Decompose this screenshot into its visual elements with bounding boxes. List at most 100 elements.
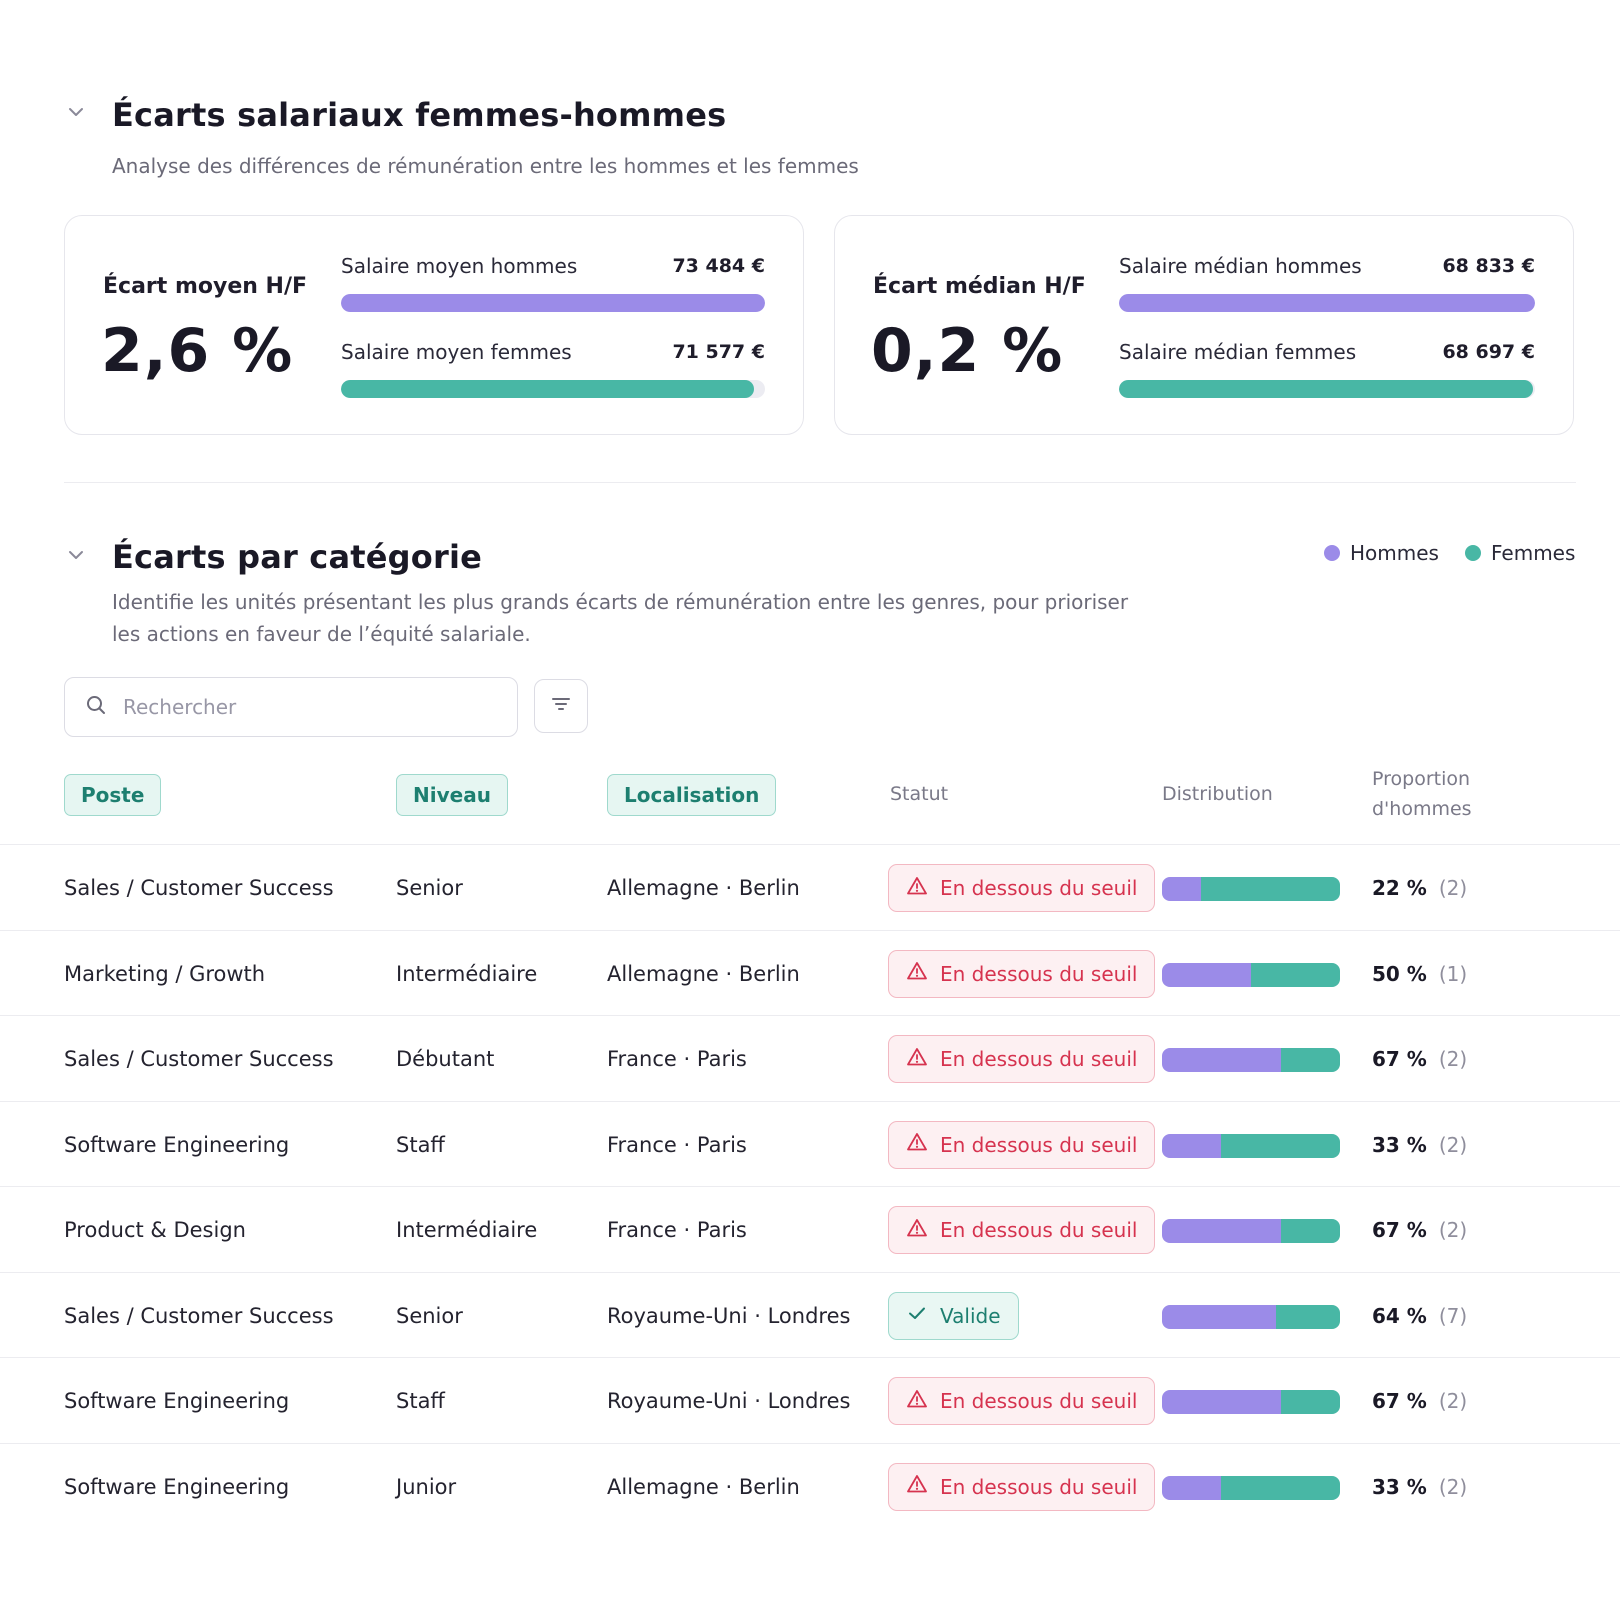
men-salary-value: 73 484 €	[672, 255, 765, 277]
column-header-proportion-line2: d'hommes	[1372, 798, 1472, 820]
distribution-bar	[1162, 962, 1340, 987]
table-row[interactable]: Software Engineering Staff Royaume-Uni ·…	[0, 1357, 1620, 1443]
proportion-cell: 67 % (2)	[1372, 1016, 1467, 1102]
niveau-text: Intermédiaire	[396, 961, 538, 986]
men-salary-label: Salaire médian hommes	[1119, 254, 1362, 278]
search-box[interactable]	[64, 677, 518, 737]
poste-text: Sales / Customer Success	[64, 876, 334, 900]
distribution-women-segment	[1251, 962, 1340, 987]
status-badge: Valide	[888, 1291, 1019, 1340]
table-row[interactable]: Sales / Customer Success Senior Allemagn…	[0, 844, 1620, 930]
niveau-cell: Junior	[396, 1444, 456, 1530]
proportion-cell: 50 % (1)	[1372, 931, 1467, 1017]
men-salary-bar	[1119, 294, 1535, 312]
collapse-section-chevron-icon[interactable]	[64, 543, 88, 567]
status-badge: En dessous du seuil	[888, 1206, 1156, 1254]
table-row[interactable]: Software Engineering Junior Allemagne · …	[0, 1442, 1620, 1530]
section-subtitle-line1: Identifie les unités présentant les plus…	[112, 590, 1129, 614]
proportion-cell: 22 % (2)	[1372, 845, 1467, 931]
poste-text: Sales / Customer Success	[64, 1303, 334, 1328]
men-salary-bar	[341, 294, 765, 312]
localisation-text: Royaume-Uni · Londres	[607, 1303, 851, 1328]
kpi-value: 2,6 %	[101, 316, 294, 386]
column-header-niveau[interactable]: Niveau	[396, 774, 508, 816]
warning-triangle-icon	[906, 1131, 928, 1158]
proportion-value: 67 %	[1372, 1047, 1427, 1071]
column-header-proportion: Proportion	[1372, 768, 1471, 790]
proportion-value: 67 %	[1372, 1389, 1427, 1413]
localisation-cell: Allemagne · Berlin	[607, 845, 800, 931]
column-header-localisation[interactable]: Localisation	[607, 774, 777, 816]
kpi-value: 0,2 %	[871, 316, 1064, 386]
proportion-count: (2)	[1438, 1047, 1468, 1071]
localisation-cell: France · Paris	[607, 1187, 747, 1273]
proportion-count: (2)	[1438, 1132, 1468, 1157]
distribution-bar	[1162, 1048, 1340, 1072]
poste-text: Product & Design	[64, 1218, 246, 1242]
proportion-count: (2)	[1438, 876, 1468, 900]
distribution-men-segment	[1162, 1133, 1221, 1158]
table-row[interactable]: Software Engineering Staff France · Pari…	[0, 1100, 1620, 1188]
localisation-cell: Allemagne · Berlin	[607, 931, 800, 1017]
localisation-text: Allemagne · Berlin	[607, 961, 800, 986]
check-icon	[906, 1302, 928, 1329]
niveau-text: Staff	[396, 1389, 445, 1413]
poste-text: Sales / Customer Success	[64, 1047, 334, 1071]
women-salary-bar-fill	[341, 380, 754, 398]
poste-text: Software Engineering	[64, 1474, 290, 1499]
search-input[interactable]	[123, 695, 483, 719]
table-row[interactable]: Sales / Customer Success Senior Royaume-…	[0, 1271, 1620, 1359]
distribution-women-segment	[1220, 1475, 1340, 1500]
distribution-men-segment	[1162, 877, 1202, 901]
niveau-text: Junior	[396, 1474, 457, 1499]
poste-cell: Marketing / Growth	[64, 931, 265, 1017]
table-row[interactable]: Sales / Customer Success Débutant France…	[0, 1015, 1620, 1101]
status-text: En dessous du seuil	[940, 1218, 1138, 1242]
distribution-women-segment	[1275, 1304, 1340, 1329]
women-salary-bar-fill	[1119, 380, 1533, 398]
status-text: En dessous du seuil	[940, 1389, 1138, 1413]
men-salary-bar-fill	[1119, 294, 1535, 312]
niveau-cell: Débutant	[396, 1016, 494, 1102]
localisation-cell: France · Paris	[607, 1016, 747, 1102]
legend-men: Hommes	[1324, 541, 1439, 565]
distribution-bar	[1162, 1475, 1340, 1500]
table-row[interactable]: Marketing / Growth Intermédiaire Allemag…	[0, 929, 1620, 1017]
proportion-count: (1)	[1438, 961, 1468, 986]
legend-women-label: Femmes	[1491, 541, 1576, 565]
status-badge: En dessous du seuil	[888, 864, 1156, 912]
warning-triangle-icon	[906, 960, 928, 987]
women-salary-bar	[1119, 380, 1535, 398]
warning-triangle-icon	[906, 875, 928, 902]
table-row[interactable]: Product & Design Intermédiaire France · …	[0, 1186, 1620, 1272]
status-text: En dessous du seuil	[940, 1474, 1138, 1499]
kpi-label: Écart médian H/F	[873, 274, 1086, 299]
collapse-section-chevron-icon[interactable]	[64, 100, 88, 124]
distribution-women-segment	[1220, 1133, 1340, 1158]
column-header-distribution: Distribution	[1162, 783, 1273, 805]
localisation-cell: France · Paris	[607, 1102, 747, 1188]
status-badge: En dessous du seuil	[888, 949, 1156, 998]
kpi-card-median: Écart médian H/F 0,2 % Salaire médian ho…	[834, 215, 1574, 435]
status-text: En dessous du seuil	[940, 1047, 1138, 1071]
women-legend-dot	[1465, 545, 1481, 561]
distribution-men-segment	[1162, 1390, 1282, 1414]
proportion-value: 33 %	[1372, 1474, 1427, 1499]
status-text: En dessous du seuil	[940, 961, 1138, 986]
column-header-poste[interactable]: Poste	[64, 774, 162, 816]
poste-cell: Sales / Customer Success	[64, 1273, 334, 1359]
poste-cell: Software Engineering	[64, 1358, 289, 1444]
men-salary-value: 68 833 €	[1442, 255, 1535, 277]
distribution-men-segment	[1162, 1048, 1282, 1072]
section-divider	[64, 482, 1576, 483]
niveau-text: Senior	[396, 1303, 463, 1328]
proportion-value: 22 %	[1372, 876, 1427, 900]
men-salary-bar-fill	[341, 294, 765, 312]
distribution-bar	[1162, 1304, 1340, 1329]
section-subtitle-line2: les actions en faveur de l’équité salari…	[112, 622, 531, 646]
poste-text: Software Engineering	[64, 1389, 290, 1413]
status-badge: En dessous du seuil	[888, 1035, 1156, 1083]
filter-button[interactable]	[534, 679, 588, 733]
proportion-count: (2)	[1438, 1389, 1468, 1413]
kpi-label: Écart moyen H/F	[103, 274, 308, 299]
